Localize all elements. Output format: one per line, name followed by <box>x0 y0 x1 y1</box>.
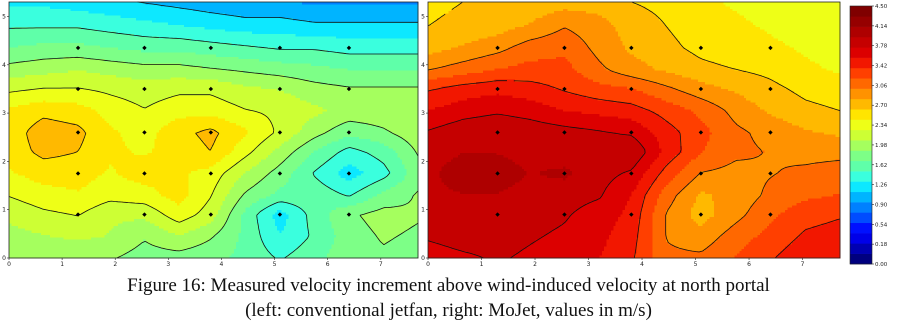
x-tick-label: 6 <box>326 261 330 268</box>
y-tick-label: 5 <box>2 13 6 20</box>
colorbar-tick-label: 0.18 <box>875 242 888 248</box>
colorbar-tick-label: 3.78 <box>875 44 888 50</box>
colorbar-segment <box>850 161 872 172</box>
x-tick-label: 0 <box>7 261 11 268</box>
colorbar-tick-label: 3.42 <box>875 64 887 70</box>
colorbar-segment <box>850 223 872 234</box>
colorbar-tick-label: 4.14 <box>875 24 888 30</box>
colorbar-tick-label: 1.26 <box>875 183 888 189</box>
x-tick-label: 2 <box>533 261 537 268</box>
colorbar-segment <box>850 99 872 110</box>
x-tick-label: 4 <box>640 261 644 268</box>
colorbar-segment <box>850 243 872 254</box>
figure-caption: Figure 16: Measured velocity increment a… <box>0 273 897 323</box>
y-tick-label: 2 <box>421 158 425 165</box>
colorbar-tick-label: 0.90 <box>875 202 888 208</box>
y-tick-label: 1 <box>2 207 6 214</box>
colorbar-segment <box>850 202 872 213</box>
x-tick-label: 3 <box>166 261 170 268</box>
colorbar-tick-label: 1.98 <box>875 143 888 149</box>
y-tick-label: 4 <box>2 62 6 69</box>
x-tick-label: 5 <box>694 261 698 268</box>
colorbar-segment <box>850 171 872 182</box>
colorbar-segment <box>850 150 872 161</box>
y-tick-label: 4 <box>421 62 425 69</box>
x-tick-label: 3 <box>587 261 591 268</box>
colorbar-segment <box>850 109 872 120</box>
colorbar-tick-label: 4.50 <box>875 4 888 10</box>
colorbar-segment <box>850 58 872 69</box>
colorbar-segment <box>850 6 872 17</box>
figure: 0 1 2 3 4 5 6 7 0 1 2 3 4 5 0 1 2 3 4 5 6 7 0 1 2 3 4 5 4.50 4.14 3.… <box>0 0 897 270</box>
colorbar-segment <box>850 37 872 48</box>
x-tick-label: 6 <box>747 261 751 268</box>
colorbar-segment <box>850 89 872 100</box>
x-tick-label: 0 <box>426 261 430 268</box>
colorbar-segment <box>850 47 872 58</box>
y-tick-label: 3 <box>2 110 6 117</box>
x-tick-label: 4 <box>220 261 224 268</box>
x-tick-label: 7 <box>379 261 383 268</box>
x-tick-label: 2 <box>113 261 117 268</box>
y-tick-label: 0 <box>421 255 425 262</box>
caption-line-2: (left: conventional jetfan, right: MoJet… <box>0 298 897 323</box>
left-contour-panel: 0 1 2 3 4 5 6 7 0 1 2 3 4 5 <box>2 2 418 268</box>
colorbar-segment <box>850 140 872 151</box>
colorbar-tick-label: 0.00 <box>875 262 888 268</box>
y-tick-label: 3 <box>421 110 425 117</box>
colorbar-tick-label: 2.70 <box>875 103 888 109</box>
colorbar-segment <box>850 68 872 79</box>
colorbar-segment <box>850 16 872 27</box>
colorbar: 4.50 4.14 3.78 3.42 3.06 2.70 2.34 1.98 1.62 1.26… <box>850 4 888 268</box>
colorbar-segment <box>850 192 872 203</box>
y-tick-label: 0 <box>2 255 6 262</box>
colorbar-segment <box>850 181 872 192</box>
x-tick-label: 5 <box>273 261 277 268</box>
colorbar-tick-label: 2.34 <box>875 123 888 129</box>
colorbar-segment <box>850 27 872 38</box>
colorbar-segment <box>850 233 872 244</box>
right-contour-field <box>428 2 841 259</box>
x-tick-label: 1 <box>480 261 484 268</box>
y-tick-label: 1 <box>421 207 425 214</box>
colorbar-segment <box>850 78 872 89</box>
colorbar-segment <box>850 120 872 131</box>
right-contour-panel: 0 1 2 3 4 5 6 7 0 1 2 3 4 5 <box>421 2 840 268</box>
y-tick-label: 5 <box>421 13 425 20</box>
x-tick-label: 7 <box>801 261 805 268</box>
y-tick-label: 2 <box>2 158 6 165</box>
colorbar-segment <box>850 130 872 141</box>
colorbar-tick-label: 1.62 <box>875 163 887 169</box>
colorbar-tick-label: 0.54 <box>875 222 888 228</box>
colorbar-segment <box>850 254 872 265</box>
colorbar-segment <box>850 212 872 223</box>
colorbar-tick-label: 3.06 <box>875 83 888 89</box>
caption-line-1: Figure 16: Measured velocity increment a… <box>0 273 897 298</box>
x-tick-label: 1 <box>60 261 64 268</box>
